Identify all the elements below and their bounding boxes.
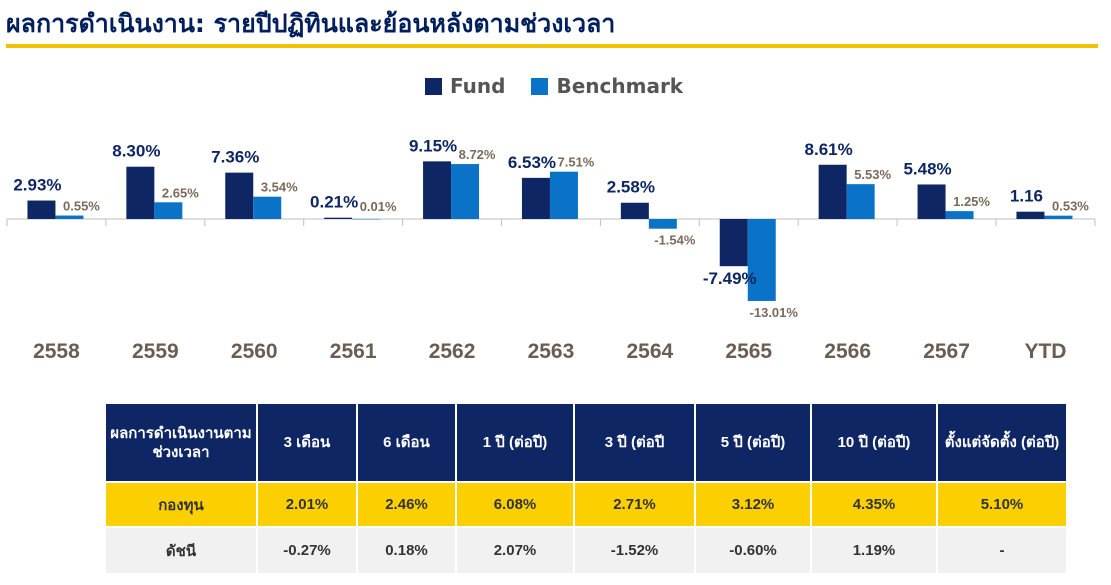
title-underline bbox=[6, 44, 1098, 48]
fund-bar bbox=[719, 219, 748, 267]
x-tick-label: 2560 bbox=[231, 340, 278, 363]
fund-bar bbox=[423, 161, 452, 219]
table-cell: 0.18% bbox=[356, 526, 457, 575]
fund-bar bbox=[1016, 211, 1045, 219]
legend-label-benchmark: Benchmark bbox=[556, 74, 684, 98]
table-cell: 2.01% bbox=[256, 481, 358, 528]
fund-bar bbox=[521, 177, 550, 219]
benchmark-bar bbox=[549, 171, 578, 219]
fund-bar bbox=[225, 172, 254, 219]
table-header-cell: ผลการดำเนินงานตามช่วงเวลา bbox=[104, 402, 258, 483]
x-tick-label: 2562 bbox=[429, 340, 476, 363]
table-cell: 2.07% bbox=[455, 526, 575, 575]
benchmark-bar bbox=[352, 218, 381, 220]
table-header-cell: 6 เดือน bbox=[356, 402, 457, 483]
legend-label-fund: Fund bbox=[450, 74, 506, 98]
fund-data-label: 5.48% bbox=[903, 159, 951, 178]
annual-returns-chart: 2.93%0.55% 2558 8.30% 2.65% 2559 7.36%3.54% 25… bbox=[6, 136, 1096, 363]
table-header-cell: 3 ปี (ต่อปี bbox=[573, 402, 696, 483]
benchmark-data-label: 8.72% bbox=[459, 147, 496, 162]
x-tick-label: 2565 bbox=[725, 340, 772, 363]
fund-data-label: 6.53% bbox=[508, 153, 556, 172]
fund-data-label: 2.93% bbox=[13, 176, 61, 195]
x-tick-label: YTD bbox=[1024, 340, 1066, 363]
benchmark-bar bbox=[253, 196, 282, 219]
benchmark-data-label: 0.53% bbox=[1052, 199, 1089, 214]
table-cell: 2.71% bbox=[573, 481, 696, 528]
table-cell: -0.60% bbox=[694, 526, 812, 575]
legend-item-benchmark: Benchmark bbox=[531, 74, 683, 98]
x-tick-label: 2563 bbox=[528, 340, 575, 363]
table-cell: 5.10% bbox=[936, 481, 1068, 528]
fund-data-label: 9.15% bbox=[409, 136, 457, 155]
table-cell: -1.52% bbox=[573, 526, 696, 575]
fund-bar bbox=[818, 164, 847, 219]
table-cell: 3.12% bbox=[694, 481, 812, 528]
table-cell: - bbox=[936, 526, 1068, 575]
x-tick-label: 2567 bbox=[923, 340, 970, 363]
x-tick-label: 2561 bbox=[330, 340, 377, 363]
benchmark-data-label: 0.55% bbox=[63, 199, 100, 214]
period-performance-table: ผลการดำเนินงานตามช่วงเวลา 3 เดือน 6 เดือ… bbox=[104, 402, 1068, 575]
table-cell: 2.46% bbox=[356, 481, 457, 528]
benchmark-data-label: 0.01% bbox=[360, 199, 397, 214]
table-row-benchmark: ดัชนี -0.27% 0.18% 2.07% -1.52% -0.60% 1… bbox=[104, 526, 1068, 575]
fund-data-label: 8.61% bbox=[805, 140, 853, 159]
benchmark-data-label: 7.51% bbox=[558, 155, 595, 170]
legend-item-fund: Fund bbox=[425, 74, 505, 98]
fund-data-label: -7.49% bbox=[703, 269, 757, 288]
table-row-label: ดัชนี bbox=[104, 526, 258, 575]
fund-data-label: 2.58% bbox=[607, 178, 655, 197]
fund-bar bbox=[324, 217, 353, 219]
benchmark-bar bbox=[55, 215, 84, 219]
table-row-fund: กองทุน 2.01% 2.46% 6.08% 2.71% 3.12% 4.3… bbox=[104, 481, 1068, 528]
fund-bar bbox=[126, 166, 155, 219]
fund-data-label: 8.30% bbox=[112, 142, 160, 161]
x-tick-label: 2559 bbox=[132, 340, 179, 363]
fund-bar bbox=[27, 200, 56, 219]
benchmark-data-label: 1.25% bbox=[953, 194, 990, 209]
benchmark-bar bbox=[154, 202, 183, 219]
benchmark-data-label: 5.53% bbox=[854, 167, 891, 182]
fund-data-label: 1.16 bbox=[1010, 187, 1043, 206]
benchmark-data-label: -13.01% bbox=[750, 305, 799, 320]
x-tick-label: 2558 bbox=[33, 340, 80, 363]
legend-swatch-benchmark bbox=[531, 77, 549, 95]
benchmark-bar bbox=[648, 219, 677, 229]
table-cell: 4.35% bbox=[810, 481, 938, 528]
chart-legend: Fund Benchmark bbox=[425, 74, 683, 98]
table-header-cell: 3 เดือน bbox=[256, 402, 358, 483]
table-cell: -0.27% bbox=[256, 526, 358, 575]
fund-data-label: 0.21% bbox=[310, 193, 358, 212]
table-header-cell: 10 ปี (ต่อปี) bbox=[810, 402, 938, 483]
page-title: ผลการดำเนินงาน: รายปีปฏิทินและย้อนหลังตา… bbox=[6, 9, 616, 38]
benchmark-bar bbox=[945, 211, 974, 219]
fund-data-label: 7.36% bbox=[211, 148, 259, 167]
table-header-cell: ตั้งแต่จัดตั้ง (ต่อปี) bbox=[936, 402, 1068, 483]
table-header-row: ผลการดำเนินงานตามช่วงเวลา 3 เดือน 6 เดือ… bbox=[104, 402, 1068, 483]
benchmark-bar bbox=[1044, 215, 1073, 219]
benchmark-data-label: 2.65% bbox=[162, 185, 199, 200]
table-header-cell: 1 ปี (ต่อปี) bbox=[455, 402, 575, 483]
benchmark-bar bbox=[846, 184, 875, 219]
table-row-label: กองทุน bbox=[104, 481, 258, 528]
x-tick-label: 2564 bbox=[626, 340, 673, 363]
benchmark-data-label: 3.54% bbox=[261, 180, 298, 195]
fund-bar bbox=[917, 184, 946, 219]
legend-swatch-fund bbox=[425, 77, 442, 95]
fund-bar bbox=[620, 202, 649, 219]
table-cell: 6.08% bbox=[455, 481, 575, 528]
x-tick-label: 2566 bbox=[824, 340, 871, 363]
benchmark-bar bbox=[747, 219, 776, 301]
table-header-cell: 5 ปี (ต่อปี) bbox=[694, 402, 812, 483]
benchmark-data-label: -1.54% bbox=[654, 233, 696, 248]
benchmark-bar bbox=[451, 164, 480, 219]
table-cell: 1.19% bbox=[810, 526, 938, 575]
